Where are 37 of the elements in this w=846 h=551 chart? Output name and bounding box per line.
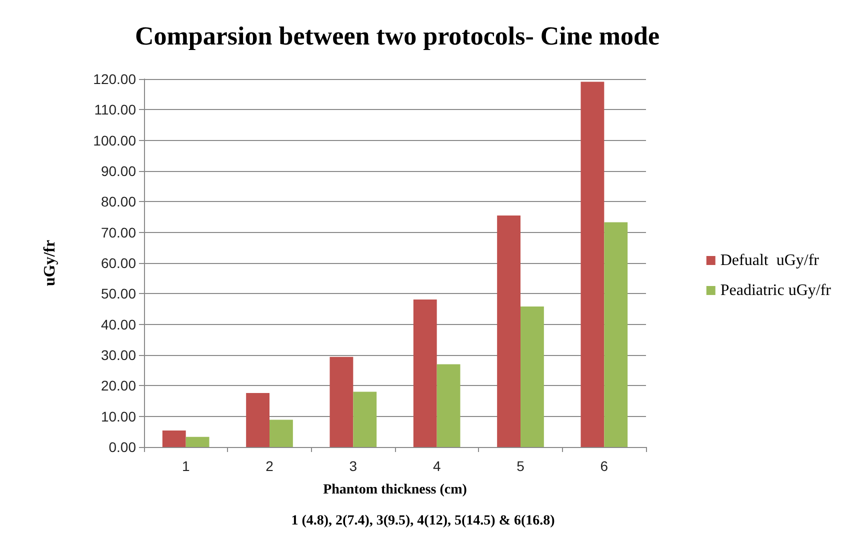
y-tick-label: 110.00 — [94, 102, 136, 118]
y-tick-label: 40.00 — [100, 316, 136, 332]
legend-label: Defualt uGy/fr — [720, 252, 820, 269]
x-tick-label: 1 — [182, 458, 190, 474]
y-tick-label: 50.00 — [100, 286, 136, 302]
y-tick-label: 100.00 — [93, 132, 136, 148]
bar — [246, 393, 270, 447]
y-tick-label: 60.00 — [100, 255, 136, 271]
bar — [520, 306, 544, 447]
x-tick-label: 5 — [516, 458, 525, 474]
bar — [162, 430, 186, 447]
y-tick-label: 20.00 — [100, 378, 136, 394]
bar — [580, 82, 604, 447]
x-tick-label: 2 — [266, 458, 274, 474]
bar — [436, 364, 460, 447]
y-tick-label: 0.00 — [108, 439, 136, 455]
bar — [186, 436, 210, 447]
x-tick-label: 4 — [432, 458, 441, 474]
x-tick-label: 3 — [349, 458, 358, 474]
bar — [497, 215, 520, 447]
chart-title: Comparsion between two protocols- Cine mode — [135, 22, 660, 50]
bar — [330, 356, 354, 447]
y-tick-label: 30.00 — [100, 347, 136, 363]
bar — [604, 222, 628, 447]
bar — [270, 420, 293, 447]
y-tick-label: 80.00 — [100, 194, 136, 210]
x-axis-title: Phantom thickness (cm) — [323, 482, 468, 498]
y-tick-label: 10.00 — [100, 408, 136, 424]
y-tick-label: 120.00 — [93, 71, 136, 87]
y-tick-label: 70.00 — [100, 224, 136, 240]
bar — [413, 299, 437, 447]
y-tick-label: 90.00 — [100, 163, 136, 179]
text: 1 (4.8), 2(7.4), 3(9.5), 4(12), 5(14.5) & 6(16.8) — [291, 514, 556, 528]
legend-label: Peadiatric uGy/fr — [720, 282, 832, 299]
y-axis-title: uGy/fr — [42, 240, 58, 286]
x-tick-label: 6 — [600, 458, 608, 474]
bar — [353, 392, 377, 447]
